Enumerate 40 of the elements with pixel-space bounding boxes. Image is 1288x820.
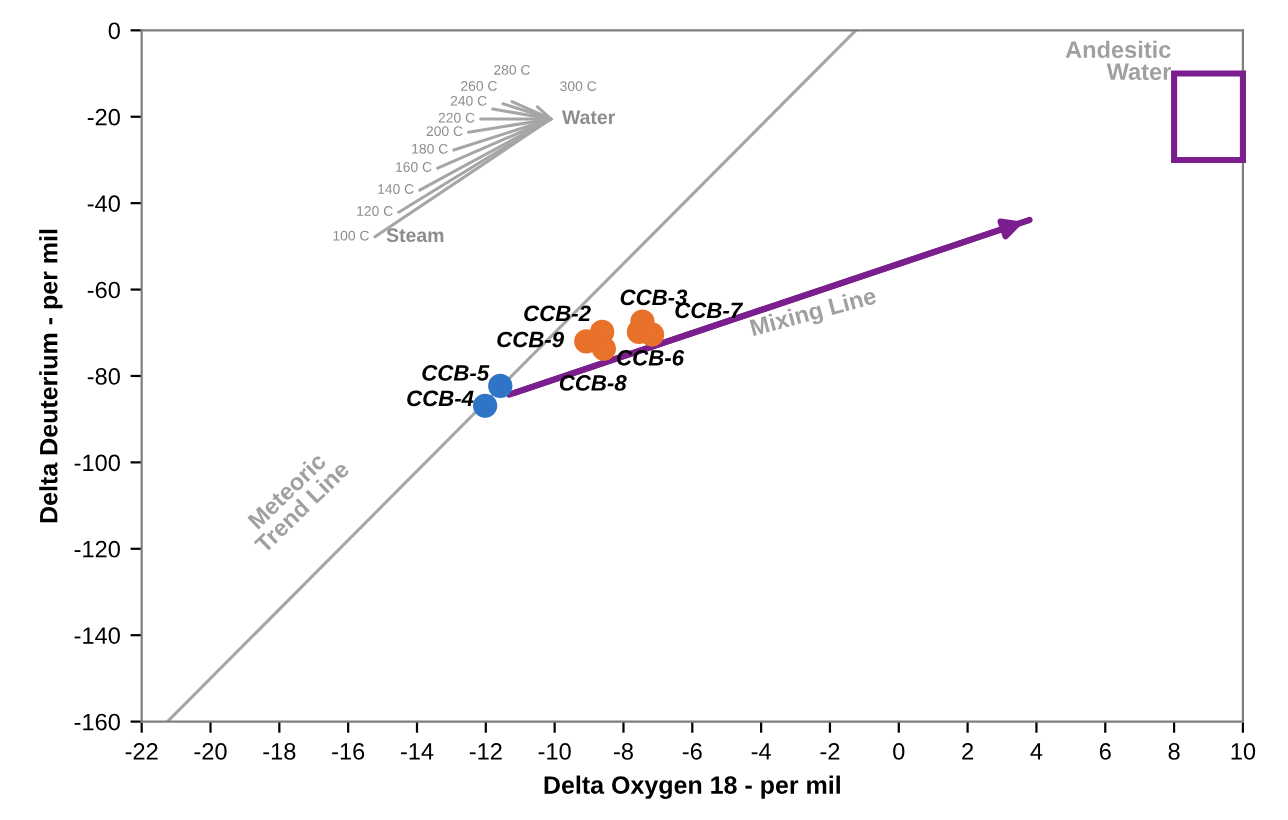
- x-tick-label: -12: [469, 743, 502, 760]
- x-tick-label: 10: [1231, 743, 1256, 760]
- x-axis-title: Delta Oxygen 18 - per mil: [544, 775, 840, 799]
- annotation: Steam: [386, 228, 444, 243]
- y-tick-label: -120: [74, 540, 120, 558]
- annotation: CCB-4: [407, 390, 474, 407]
- annotation: CCB-7: [675, 302, 744, 319]
- x-tick-label: -20: [194, 743, 227, 760]
- x-tick-label: 8: [1168, 743, 1180, 760]
- y-tick-label: -60: [87, 281, 120, 299]
- x-tick-label: -18: [263, 743, 296, 760]
- x-tick-label: -16: [332, 743, 365, 760]
- annotation: Andesitic Water: [1065, 40, 1171, 81]
- annotation: CCB-8: [559, 375, 627, 391]
- x-tick-label: -6: [682, 743, 702, 760]
- y-axis-title: Delta Deuterium - per mil: [39, 229, 63, 523]
- y-tick-label: -140: [74, 627, 120, 644]
- annotation: CCB-2: [524, 305, 591, 322]
- annotation: CCB-3: [620, 289, 688, 306]
- y-tick-label: -160: [74, 713, 120, 731]
- annotation: Mixing Line: [749, 286, 879, 341]
- y-tick-label: -40: [87, 195, 120, 212]
- x-tick-label: 2: [962, 743, 973, 760]
- x-tick-label: -2: [820, 743, 840, 760]
- x-tick-label: 4: [1030, 743, 1043, 760]
- x-tick-label: -10: [538, 743, 571, 760]
- x-tick-label: -14: [400, 743, 434, 760]
- annotation: Water: [561, 110, 615, 125]
- y-tick-label: -80: [87, 368, 120, 385]
- x-tick-label: -8: [614, 743, 633, 760]
- annotation: CCB-5: [422, 365, 490, 381]
- annotation: CCB-6: [617, 349, 685, 366]
- x-tick-label: -22: [125, 743, 158, 760]
- x-tick-label: 6: [1099, 743, 1111, 760]
- annotation: CCB-9: [497, 331, 564, 348]
- x-tick-label: -4: [751, 743, 771, 760]
- y-tick-label: -100: [74, 454, 120, 472]
- y-tick-label: -20: [87, 108, 120, 126]
- y-tick-label: 0: [108, 22, 120, 40]
- x-tick-label: 0: [893, 743, 905, 760]
